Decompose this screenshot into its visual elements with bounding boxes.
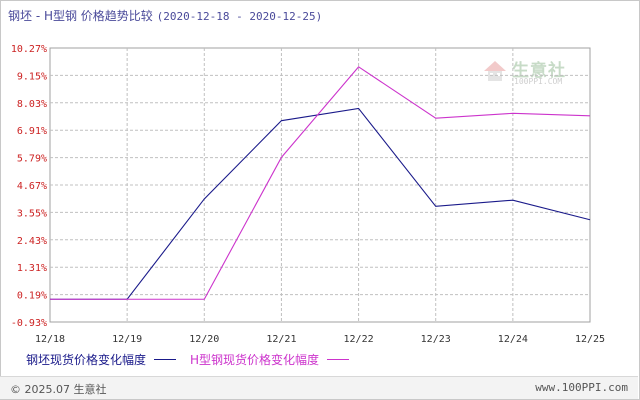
footer-site-link[interactable]: www.100PPI.com: [535, 381, 628, 394]
chart-legend: 钢坯现货价格变化幅度 H型钢现货价格变化幅度: [26, 351, 363, 368]
y-axis-ticks: 10.27% 9.15% 8.03% 6.91% 5.79% 4.67% 3.55% 2.43…: [11, 44, 47, 329]
y-tick-label: 1.31%: [17, 263, 47, 274]
legend-label-series2: H型钢现货价格变化幅度: [190, 353, 320, 367]
legend-item-series2: H型钢现货价格变化幅度: [190, 351, 350, 368]
legend-swatch-series1: [154, 359, 177, 360]
grid-layer: [49, 47, 591, 323]
y-tick-label: 4.67%: [17, 181, 47, 192]
y-tick-label: 3.55%: [17, 208, 47, 219]
series-line-2: [50, 66, 591, 300]
x-tick-label: 12/18: [35, 334, 65, 345]
y-tick-label: 9.15%: [17, 71, 47, 82]
x-tick-label: 12/19: [112, 334, 142, 345]
x-tick-label: 12/25: [575, 334, 605, 345]
legend-item-series1: 钢坯现货价格变化幅度: [26, 351, 177, 368]
watermark-logo: 生意社 100PPI.COM: [482, 56, 582, 88]
legend-label-series1: 钢坯现货价格变化幅度: [26, 353, 147, 367]
chart-date-range: (2020-12-18 - 2020-12-25): [156, 10, 323, 23]
y-tick-label: 6.91%: [17, 126, 47, 137]
x-axis-ticks: 12/18 12/19 12/20 12/21 12/22 12/23 12/24 12/25: [35, 334, 605, 345]
x-tick-label: 12/24: [498, 334, 528, 345]
legend-swatch-series2: [327, 359, 350, 360]
x-tick-label: 12/21: [266, 334, 296, 345]
watermark-url: 100PPI.COM: [514, 77, 563, 86]
y-tick-label: 5.79%: [17, 154, 47, 165]
series-line-1: [50, 107, 591, 300]
x-tick-label: 12/23: [421, 334, 451, 345]
chart-title-text: 钢坯 - H型钢 价格趋势比较: [8, 9, 153, 23]
footer-copyright: © 2025.07 生意社: [10, 383, 107, 396]
y-tick-label: -0.93%: [11, 318, 47, 329]
y-tick-label: 2.43%: [17, 236, 47, 247]
house-icon: [484, 61, 506, 81]
series-layer: [50, 66, 591, 300]
watermark-brand: 生意社: [512, 61, 566, 81]
y-tick-label: 8.03%: [17, 99, 47, 110]
y-tick-label: 10.27%: [11, 44, 47, 55]
footer-bar: © 2025.07 生意社 www.100PPI.com: [0, 376, 638, 399]
x-tick-label: 12/20: [189, 334, 219, 345]
x-tick-label: 12/22: [344, 334, 374, 345]
y-tick-label: 0.19%: [17, 291, 47, 302]
chart-title: 钢坯 - H型钢 价格趋势比较 (2020-12-18 - 2020-12-25…: [8, 7, 322, 24]
